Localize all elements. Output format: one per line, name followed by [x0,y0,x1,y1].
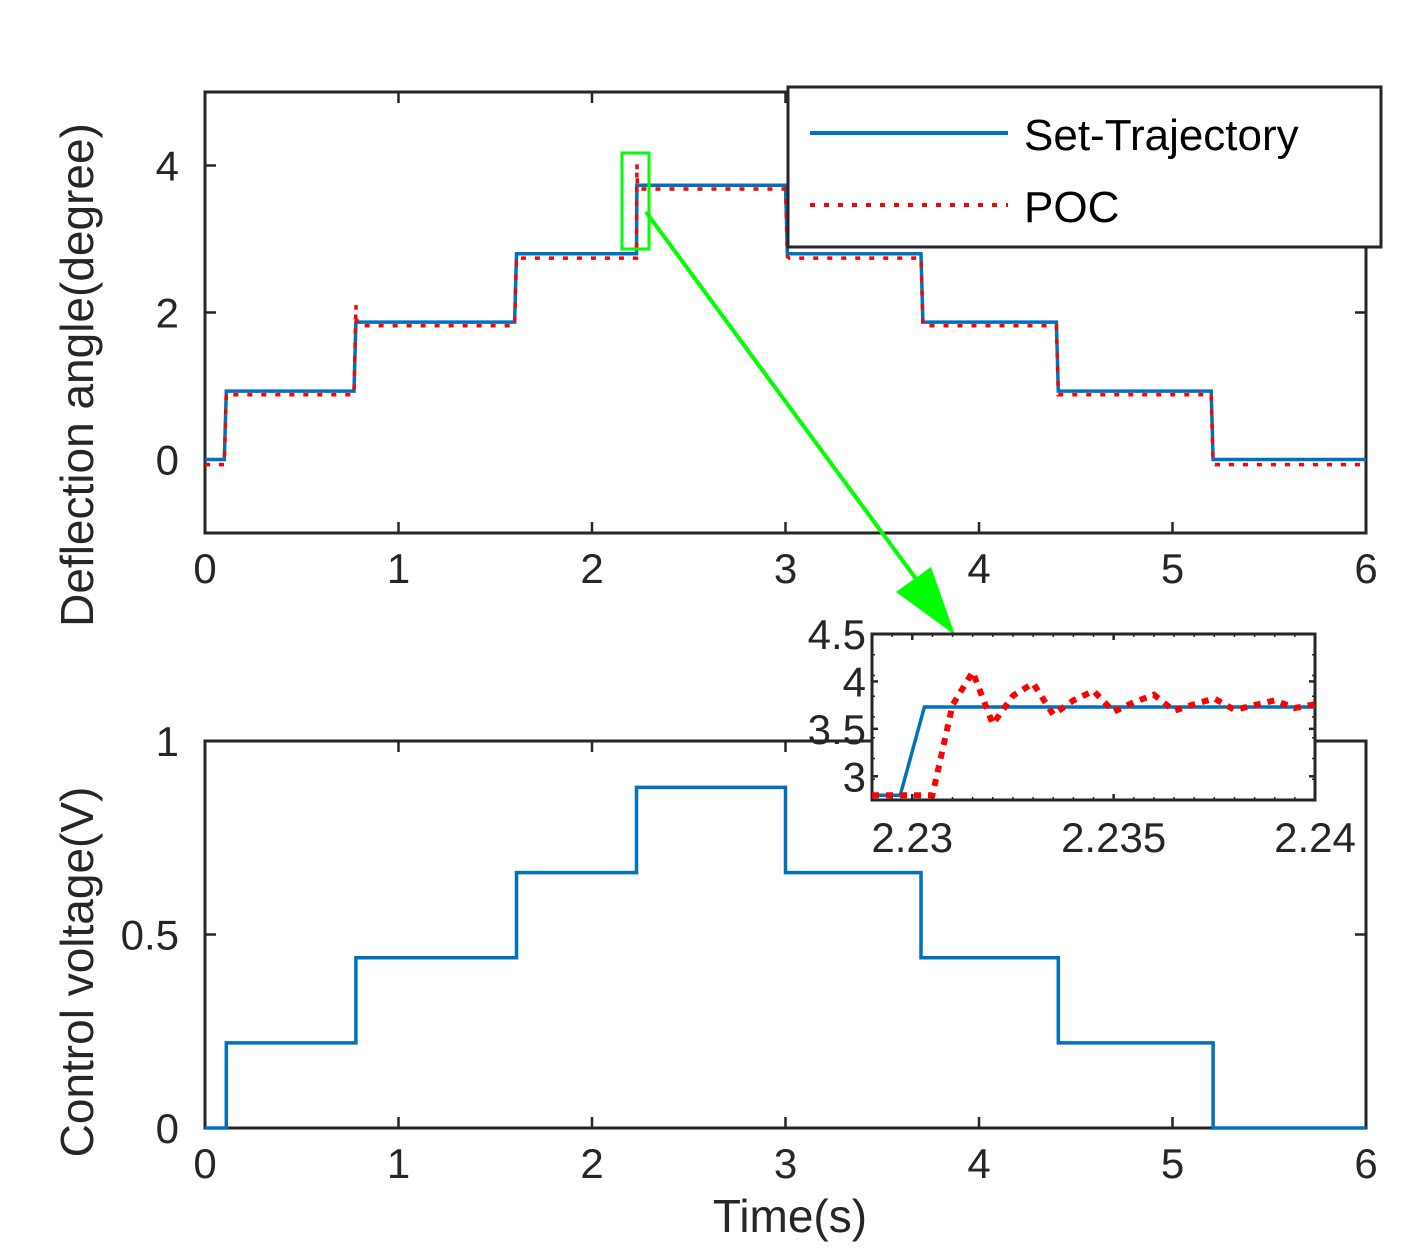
inset-axes: 2.23 2.235 2.24 33.544.5 [808,611,1356,861]
bottom-xtick-label: 6 [1354,1140,1377,1187]
inset-axes-frame [870,632,1317,802]
bottom-ticks: 0 1 2 3 4 5 6 0 0.5 1 [121,718,1378,1187]
top-ytick-label: 0 [156,437,179,484]
legend-box [786,85,1383,249]
top-xtick-label: 4 [967,545,990,592]
inset-series [872,665,1316,799]
top-series-poc [205,163,1366,467]
inset-xtick-label: 2.23 [871,814,953,861]
top-series [205,163,1366,467]
bottom-xtick-label: 4 [967,1140,990,1187]
top-series-set-trajectory [205,183,1366,462]
bottom-axes: 0 1 2 3 4 5 6 0 0.5 1 Control voltage(V) Time(s) [51,718,1378,1242]
top-xtick-label: 3 [774,545,797,592]
bottom-ylabel: Control voltage(V) [51,787,103,1158]
inset-series-poc [872,665,1316,799]
inset-xtick-label: 2.235 [1061,814,1166,861]
inset-ytick-label: 3 [843,753,866,800]
bottom-series-control-voltage [205,785,1366,1130]
bottom-xtick-label: 1 [387,1140,410,1187]
bottom-ytick-label: 1 [156,718,179,765]
top-xtick-label: 0 [193,545,216,592]
zoom-box [620,151,651,251]
zoom-arrow-shaft [644,210,938,608]
top-xtick-label: 5 [1161,545,1184,592]
bottom-xtick-label: 5 [1161,1140,1184,1187]
bottom-xtick-label: 3 [774,1140,797,1187]
legend-label-poc: POC [1024,183,1119,232]
bottom-ytick-label: 0 [156,1105,179,1152]
inset-ytick-label: 4.5 [808,611,866,658]
bottom-series [205,785,1366,1130]
legend-label-set-trajectory: Set-Trajectory [1024,111,1299,160]
bottom-xtick-label: 2 [580,1140,603,1187]
inset-ytick-label: 3.5 [808,706,866,753]
top-ylabel: Deflection angle(degree) [51,123,103,627]
zoom-arrow [644,210,955,635]
bottom-ytick-label: 0.5 [121,912,179,959]
bottom-xtick-label: 0 [193,1140,216,1187]
top-xtick-label: 2 [580,545,603,592]
inset-ticks: 2.23 2.235 2.24 33.544.5 [808,611,1356,861]
top-ticks: 0 1 2 3 4 5 6 0 2 4 [156,92,1378,592]
top-ytick-label: 2 [156,290,179,337]
bottom-xlabel: Time(s) [713,1190,867,1242]
top-xtick-label: 1 [387,545,410,592]
legend: Set-Trajectory POC [786,85,1383,249]
top-ytick-label: 4 [156,143,179,190]
top-xtick-label: 6 [1354,545,1377,592]
zoom-arrow-head [896,567,955,635]
inset-xtick-label: 2.24 [1274,814,1356,861]
inset-ytick-label: 4 [843,658,866,705]
